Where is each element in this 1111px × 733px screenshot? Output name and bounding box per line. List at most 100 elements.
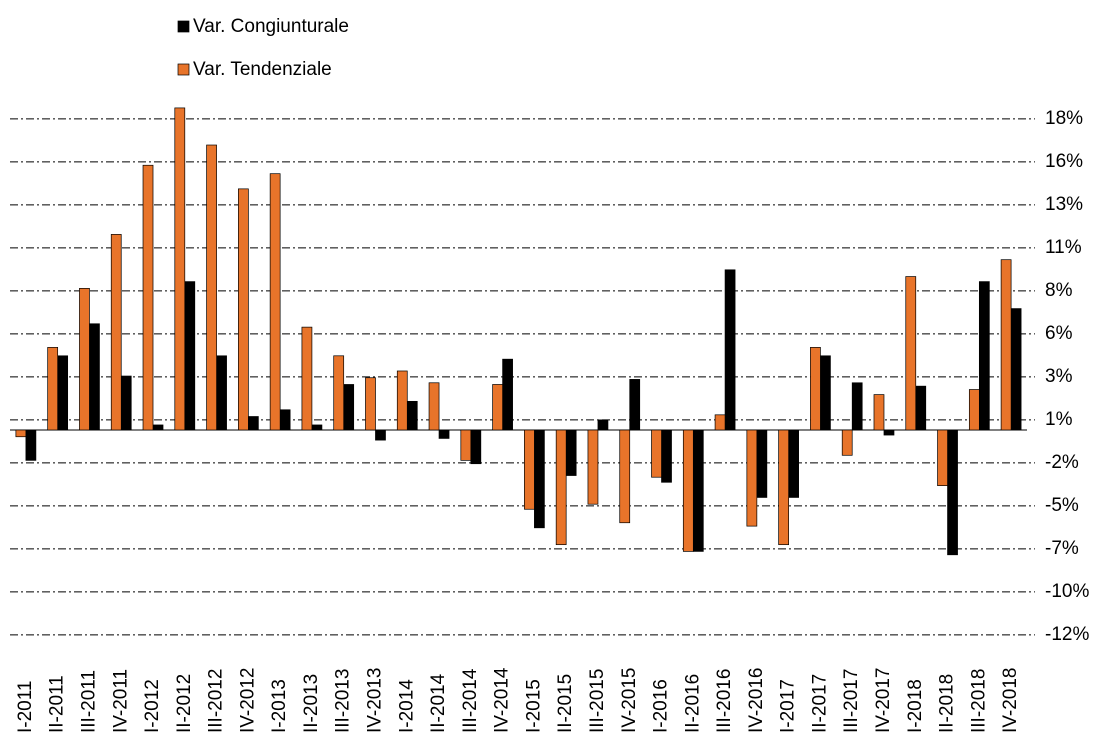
bar — [746, 429, 758, 527]
x-tick-label: III-2011 — [78, 670, 99, 733]
bar — [565, 429, 577, 476]
x-tick-label: IV-2015 — [619, 668, 640, 733]
bar — [311, 424, 323, 431]
bar — [778, 429, 789, 546]
y-tick-label: -10% — [1045, 581, 1089, 602]
legend-swatch — [177, 20, 190, 33]
bar — [57, 355, 69, 431]
bar — [692, 429, 704, 552]
bar — [79, 288, 90, 431]
x-tick-label: II-2013 — [301, 674, 322, 733]
bar — [142, 164, 154, 431]
x-tick-label: IV-2012 — [237, 668, 258, 733]
y-tick-label: 11% — [1045, 237, 1082, 258]
y-tick-label: 6% — [1045, 323, 1073, 344]
x-tick-label: I-2013 — [269, 679, 290, 733]
bar — [343, 384, 355, 431]
y-tick-label: -12% — [1045, 624, 1089, 645]
bar — [978, 281, 990, 431]
bar — [428, 382, 440, 431]
x-tick-label: III-2016 — [714, 669, 735, 733]
x-tick-label: I-2011 — [15, 681, 36, 733]
bar — [851, 382, 863, 431]
x-tick-label: I-2015 — [523, 679, 544, 733]
bar — [905, 276, 917, 431]
y-tick-label: -5% — [1045, 495, 1079, 516]
x-tick-label: III-2014 — [460, 668, 481, 733]
x-tick-label: II-2015 — [555, 674, 576, 733]
bar — [375, 429, 386, 441]
bar — [25, 429, 37, 461]
x-tick-label: III-2018 — [968, 669, 989, 733]
x-tick-label: I-2014 — [396, 679, 417, 733]
y-tick-label: 8% — [1045, 280, 1073, 301]
x-tick-label: I-2016 — [651, 679, 672, 733]
bar — [587, 429, 599, 505]
x-tick-label: I-2012 — [142, 679, 163, 733]
x-tick-label: IV-2017 — [873, 668, 894, 733]
x-tick-label: II-2012 — [174, 674, 195, 733]
bar — [269, 173, 281, 431]
x-tick-label: II-2017 — [809, 674, 830, 733]
x-tick-label: I-2018 — [905, 679, 926, 733]
bar — [365, 377, 376, 431]
bar — [682, 429, 694, 552]
x-tick-label: II-2011 — [47, 675, 68, 733]
bar — [619, 429, 631, 524]
bar — [915, 385, 927, 431]
bar — [301, 326, 313, 431]
bar — [661, 429, 672, 483]
bar — [216, 355, 227, 431]
bar — [1000, 259, 1012, 431]
legend-label: Var. Congiunturale — [193, 16, 349, 37]
bar — [820, 355, 831, 431]
bar — [651, 429, 662, 478]
bar — [89, 323, 100, 431]
bar — [279, 409, 291, 431]
bar — [597, 419, 609, 431]
y-tick-label: 1% — [1045, 409, 1073, 430]
bar — [396, 370, 408, 431]
bar — [152, 424, 164, 431]
bar — [15, 429, 27, 438]
x-tick-label: IV-2013 — [365, 668, 386, 733]
legend-label: Var. Tendenziale — [193, 59, 332, 80]
bar — [788, 429, 799, 498]
bar — [629, 379, 641, 431]
bar — [206, 144, 217, 431]
bar — [714, 414, 726, 431]
bar — [756, 429, 768, 498]
bar — [110, 234, 122, 431]
bar — [502, 358, 513, 431]
bar — [947, 429, 958, 556]
bar — [841, 429, 853, 456]
bar — [492, 384, 503, 431]
x-tick-label: IV-2014 — [492, 667, 513, 733]
x-tick-label: IV-2018 — [1000, 668, 1021, 733]
bar — [1010, 308, 1022, 431]
x-tick-label: III-2017 — [841, 669, 862, 733]
y-tick-label: -7% — [1045, 538, 1079, 559]
bar — [248, 416, 259, 431]
bar — [120, 375, 132, 431]
bar — [184, 281, 196, 431]
bar — [333, 355, 345, 431]
bar — [873, 394, 885, 431]
x-tick-label: III-2015 — [587, 669, 608, 733]
bar — [810, 347, 821, 431]
bar — [937, 429, 948, 486]
bar — [724, 269, 736, 431]
bar — [47, 347, 59, 431]
x-tick-label: IV-2011 — [110, 669, 131, 733]
x-tick-label: II-2014 — [428, 673, 449, 733]
x-tick-label: II-2018 — [937, 674, 958, 733]
y-tick-label: 3% — [1045, 366, 1073, 387]
x-tick-label: IV-2016 — [746, 668, 767, 733]
y-tick-label: 18% — [1045, 108, 1083, 129]
y-tick-label: 16% — [1045, 151, 1083, 172]
x-tick-label: III-2013 — [333, 669, 354, 733]
bar — [406, 400, 418, 431]
bar — [555, 429, 567, 546]
bar — [968, 389, 980, 431]
